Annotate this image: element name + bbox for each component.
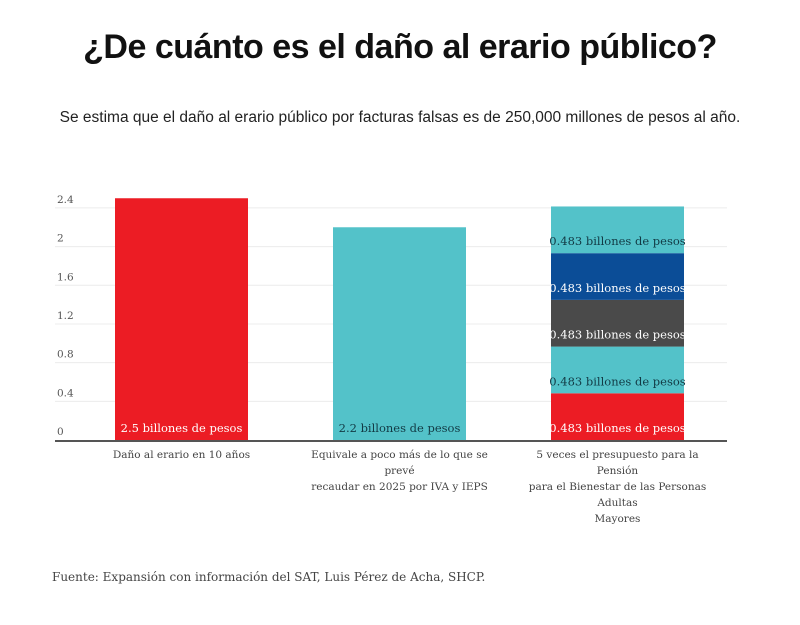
bar-value-label: 0.483 billones de pesos <box>549 234 685 248</box>
bar-segment <box>551 253 684 300</box>
x-category-label-line: Daño al erario en 10 años <box>112 449 251 461</box>
x-category-label: 5 veces el presupuesto para la Pensión pa… <box>518 447 718 527</box>
source-note: Fuente: Expansión con información del SA… <box>52 570 486 584</box>
y-tick-label: 1.2 <box>57 310 74 322</box>
x-category-label: Daño al erario en 10 años <box>82 447 282 463</box>
x-category-label: Equivale a poco más de lo que se prevé re… <box>300 447 500 495</box>
y-tick-label: 0.4 <box>57 387 74 399</box>
x-category-label-line: Mayores <box>594 513 641 525</box>
bar-value-label: 0.483 billones de pesos <box>549 328 685 342</box>
bar-segment <box>551 299 684 347</box>
bar-value-label: 2.5 billones de pesos <box>121 421 243 435</box>
bars: 2.5 billones de pesos 2.2 billones de pes… <box>115 198 686 440</box>
chart-subtitle: Se estima que el daño al erario público … <box>59 109 741 126</box>
y-tick-label: 0.8 <box>57 349 74 361</box>
y-tick-label: 2.4 <box>57 194 74 206</box>
bar-segment <box>551 346 684 394</box>
bar-segment <box>115 198 248 440</box>
y-tick-label: 0 <box>57 426 64 438</box>
bar-segment <box>333 227 466 440</box>
bar-value-label: 0.483 billones de pesos <box>549 421 685 435</box>
chart-title: ¿De cuánto es el daño al erario público? <box>83 28 717 66</box>
bar-value-label: 0.483 billones de pesos <box>549 281 685 295</box>
x-category-label-line: para el Bienestar de las Personas Adulta… <box>528 481 707 509</box>
bar-segment <box>551 206 684 254</box>
x-category-label-line: recaudar en 2025 por IVA y IEPS <box>311 481 488 493</box>
y-tick-label: 1.6 <box>57 271 74 283</box>
y-axis-ticks: 0 0.4 0.8 1.2 1.6 2 2.4 <box>57 194 74 438</box>
y-tick-label: 2 <box>57 233 64 245</box>
bar-segment <box>551 393 684 440</box>
x-category-label-line: Equivale a poco más de lo que se prevé <box>311 449 488 477</box>
x-category-label-line: 5 veces el presupuesto para la Pensión <box>536 449 699 477</box>
bar-value-label: 0.483 billones de pesos <box>549 374 685 388</box>
bar-value-label: 2.2 billones de pesos <box>339 421 461 435</box>
